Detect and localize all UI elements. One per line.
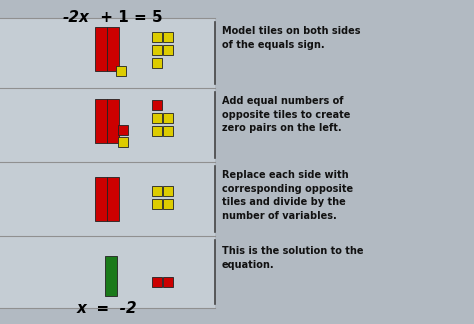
Bar (0, 162, 215, 236)
Bar (118, 125, 128, 135)
Text: Add equal numbers of
opposite tiles to create
zero pairs on the left.: Add equal numbers of opposite tiles to c… (222, 96, 350, 133)
Bar (0, 236, 215, 308)
Bar (95, 177, 107, 221)
Bar (95, 27, 107, 71)
Bar (152, 199, 162, 209)
Bar (107, 99, 119, 143)
Bar (163, 186, 173, 196)
Text: Replace each side with
corresponding opposite
tiles and divide by the
number of : Replace each side with corresponding opp… (222, 170, 353, 221)
Bar (0, 236, 215, 308)
Bar (152, 186, 162, 196)
Text: Model tiles on both sides
of the equals sign.: Model tiles on both sides of the equals … (222, 26, 361, 50)
Bar (107, 27, 119, 71)
Bar (0, 18, 215, 88)
Bar (152, 32, 162, 42)
Bar (118, 137, 128, 147)
Bar (163, 277, 173, 287)
Bar (152, 45, 162, 55)
Bar (0, 18, 215, 88)
Bar (163, 113, 173, 123)
Bar (152, 58, 162, 68)
Text: x  =  -2: x = -2 (77, 301, 137, 316)
Text: + 1 = 5: + 1 = 5 (95, 10, 163, 25)
Bar (105, 256, 117, 296)
Bar (0, 88, 215, 162)
Bar (95, 99, 107, 143)
Bar (163, 45, 173, 55)
Bar (163, 199, 173, 209)
Bar (152, 100, 162, 110)
Bar (116, 66, 126, 76)
Bar (0, 162, 215, 236)
Bar (0, 88, 215, 162)
Bar (152, 113, 162, 123)
Bar (152, 126, 162, 136)
Text: This is the solution to the
equation.: This is the solution to the equation. (222, 246, 364, 270)
Bar (152, 277, 162, 287)
Bar (163, 126, 173, 136)
Text: -2x: -2x (63, 10, 90, 25)
Bar (163, 32, 173, 42)
Bar (107, 177, 119, 221)
